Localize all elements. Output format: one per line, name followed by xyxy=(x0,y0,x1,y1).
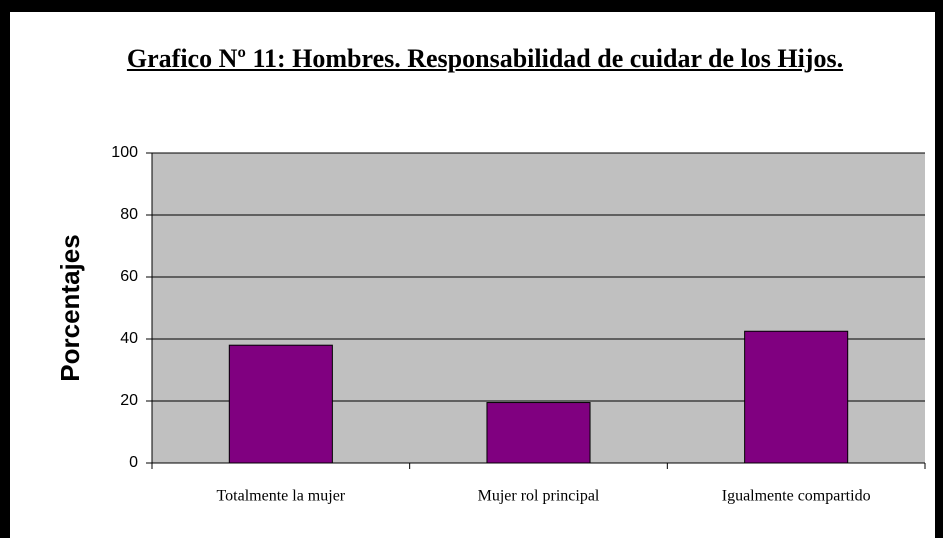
chart-title: Grafico Nº 11: Hombres. Responsabilidad … xyxy=(126,44,844,73)
bar xyxy=(744,330,849,464)
y-tick-label: 40 xyxy=(120,330,138,347)
y-tick-label: 100 xyxy=(111,144,138,161)
x-tick-label: Totalmente la mujer xyxy=(217,488,346,505)
bar xyxy=(486,402,591,464)
bar xyxy=(228,344,333,464)
y-tick-label: 0 xyxy=(129,454,138,471)
x-tick-label: Igualmente compartido xyxy=(722,488,871,505)
y-tick-label: 20 xyxy=(120,392,138,409)
y-tick-label: 80 xyxy=(120,206,138,223)
x-tick-label: Mujer rol principal xyxy=(478,488,600,505)
y-axis-label: Porcentajes xyxy=(55,234,85,381)
y-tick-label: 60 xyxy=(120,268,138,285)
